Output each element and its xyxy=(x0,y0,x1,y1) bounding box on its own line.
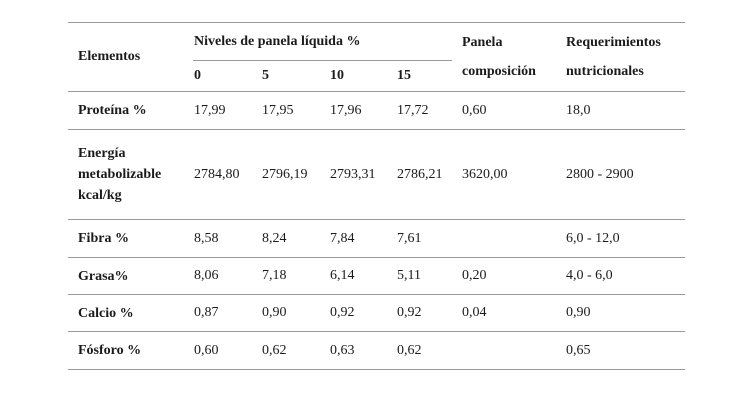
col-header-elementos: Elementos xyxy=(78,49,141,64)
level-15-value: 5,11 xyxy=(397,268,421,283)
row-label: Fósforo % xyxy=(78,343,142,358)
col-header-requerimientos: Requerimientos nutricionales xyxy=(566,35,661,79)
panela-value: 0,60 xyxy=(462,102,487,118)
panela-value xyxy=(452,332,556,369)
col-header-level-10: 10 xyxy=(330,68,344,83)
level-0-value: 8,58 xyxy=(194,230,219,246)
level-0-value: 2784,80 xyxy=(194,166,240,182)
level-5-value: 7,18 xyxy=(262,268,287,283)
level-15-value: 17,72 xyxy=(397,102,429,118)
level-10-value: 2793,31 xyxy=(330,166,376,182)
level-5-value: 8,24 xyxy=(262,230,287,246)
row-label: Proteína % xyxy=(78,103,147,118)
panela-value: 0,20 xyxy=(462,268,487,283)
table-row-fibra: Fibra % 8,58 8,24 7,84 7,61 6,0 - 12,0 xyxy=(68,220,685,258)
table-row-calcio: Calcio % 0,87 0,90 0,92 0,92 0,04 0,90 xyxy=(68,295,685,332)
table-row-grasa: Grasa% 8,06 7,18 6,14 5,11 0,20 4,0 - 6,… xyxy=(68,258,685,295)
level-5-value: 2796,19 xyxy=(262,166,308,182)
level-15-value: 2786,21 xyxy=(397,166,443,182)
table-row-energia: Energía metabolizable kcal/kg 2784,80 27… xyxy=(68,130,685,220)
col-header-panela-composicion: Panela composición xyxy=(462,35,536,79)
level-10-value: 17,96 xyxy=(330,102,362,118)
col-header-level-5: 5 xyxy=(262,68,269,83)
level-0-value: 17,99 xyxy=(194,102,226,118)
panela-value: 0,04 xyxy=(462,305,487,320)
table-header: Elementos Niveles de panela líquida % 0 … xyxy=(68,23,685,92)
level-10-value: 6,14 xyxy=(330,268,355,283)
level-15-value: 0,62 xyxy=(397,342,422,358)
requerimiento-value: 0,90 xyxy=(566,305,591,320)
level-0-value: 0,87 xyxy=(194,305,219,320)
nutrition-table: Elementos Niveles de panela líquida % 0 … xyxy=(68,22,685,370)
requerimiento-value: 4,0 - 6,0 xyxy=(566,268,613,283)
requerimiento-value: 18,0 xyxy=(566,102,591,118)
row-label: Fibra % xyxy=(78,231,129,246)
level-5-value: 0,90 xyxy=(262,305,287,320)
col-header-level-15: 15 xyxy=(397,68,411,83)
level-0-value: 0,60 xyxy=(194,342,219,358)
level-15-value: 7,61 xyxy=(397,230,422,246)
level-10-value: 7,84 xyxy=(330,230,355,246)
level-5-value: 0,62 xyxy=(262,342,287,358)
row-label: Grasa% xyxy=(78,268,129,284)
row-label: Calcio % xyxy=(78,305,134,321)
table-row-proteina: Proteína % 17,99 17,95 17,96 17,72 0,60 … xyxy=(68,92,685,130)
col-header-level-0: 0 xyxy=(194,68,201,83)
panela-value: 3620,00 xyxy=(462,166,508,182)
level-5-value: 17,95 xyxy=(262,102,294,118)
row-label: Energía metabolizable kcal/kg xyxy=(78,146,162,203)
requerimiento-value: 0,65 xyxy=(566,342,591,358)
level-15-value: 0,92 xyxy=(397,305,422,320)
table-row-fosforo: Fósforo % 0,60 0,62 0,63 0,62 0,65 xyxy=(68,332,685,370)
panela-value xyxy=(452,220,556,257)
requerimiento-value: 2800 - 2900 xyxy=(566,166,634,182)
level-0-value: 8,06 xyxy=(194,268,219,283)
col-group-header-niveles: Niveles de panela líquida % xyxy=(184,23,452,61)
level-10-value: 0,92 xyxy=(330,305,355,320)
requerimiento-value: 6,0 - 12,0 xyxy=(566,230,620,246)
level-10-value: 0,63 xyxy=(330,342,355,358)
